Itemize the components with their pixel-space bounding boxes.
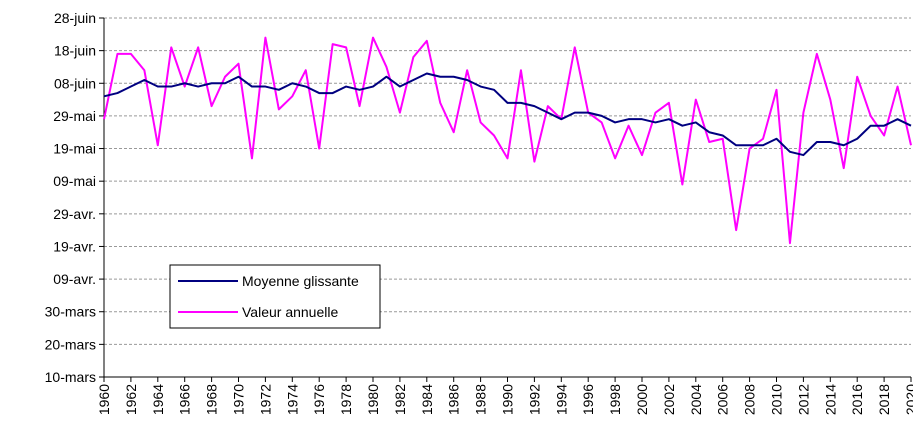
- x-tick-label: 2016: [849, 384, 865, 415]
- x-tick-label: 2018: [876, 384, 892, 415]
- x-tick-label: 1968: [204, 384, 220, 415]
- x-tick-label: 1980: [365, 384, 381, 415]
- x-tick-label: 1972: [257, 384, 273, 415]
- y-tick-label: 19-avr.: [53, 238, 96, 254]
- y-tick-label: 18-juin: [54, 43, 96, 59]
- x-tick-label: 2020: [903, 384, 913, 415]
- x-tick-label: 1976: [311, 384, 327, 415]
- x-tick-label: 2008: [742, 384, 758, 415]
- x-tick-label: 1990: [500, 384, 516, 415]
- series-line: [103, 36, 912, 245]
- x-tick-label: 1962: [123, 384, 139, 415]
- y-tick-label: 29-mai: [53, 108, 96, 124]
- legend-label: Moyenne glissante: [242, 273, 359, 289]
- legend: Moyenne glissante Valeur annuelle: [169, 264, 381, 329]
- legend-box: [169, 264, 381, 329]
- series-line: [103, 72, 912, 157]
- legend-label: Valeur annuelle: [242, 304, 338, 320]
- x-tick-label: 1994: [553, 384, 569, 415]
- x-tick-label: 2014: [822, 384, 838, 415]
- y-tick-label: 09-mai: [53, 173, 96, 189]
- x-tick-label: 1996: [580, 384, 596, 415]
- y-tick-label: 29-avr.: [53, 206, 96, 222]
- x-tick-label: 1986: [446, 384, 462, 415]
- x-tick-label: 1978: [338, 384, 354, 415]
- x-tick-label: 2010: [769, 384, 785, 415]
- x-tick-label: 2012: [795, 384, 811, 415]
- y-tick-label: 28-juin: [54, 10, 96, 26]
- x-tick-label: 2006: [715, 384, 731, 415]
- x-tick-label: 2004: [688, 384, 704, 415]
- x-tick-label: 1966: [177, 384, 193, 415]
- x-tick-label: 1982: [392, 384, 408, 415]
- x-tick-label: 2000: [634, 384, 650, 415]
- x-tick-label: 1964: [150, 384, 166, 415]
- x-tick-label: 1974: [284, 384, 300, 415]
- x-tick-label: 1984: [419, 384, 435, 415]
- y-tick-label: 30-mars: [45, 304, 96, 320]
- x-tick-label: 1960: [96, 384, 112, 415]
- y-tick-label: 08-juin: [54, 75, 96, 91]
- x-tick-label: 1992: [526, 384, 542, 415]
- x-tick-label: 2002: [661, 384, 677, 415]
- y-tick-label: 19-mai: [53, 141, 96, 157]
- y-tick-label: 20-mars: [45, 336, 96, 352]
- y-tick-label: 09-avr.: [53, 271, 96, 287]
- y-tick-label: 10-mars: [45, 369, 96, 385]
- x-tick-label: 1998: [607, 384, 623, 415]
- x-tick-label: 1988: [473, 384, 489, 415]
- x-tick-label: 1970: [231, 384, 247, 415]
